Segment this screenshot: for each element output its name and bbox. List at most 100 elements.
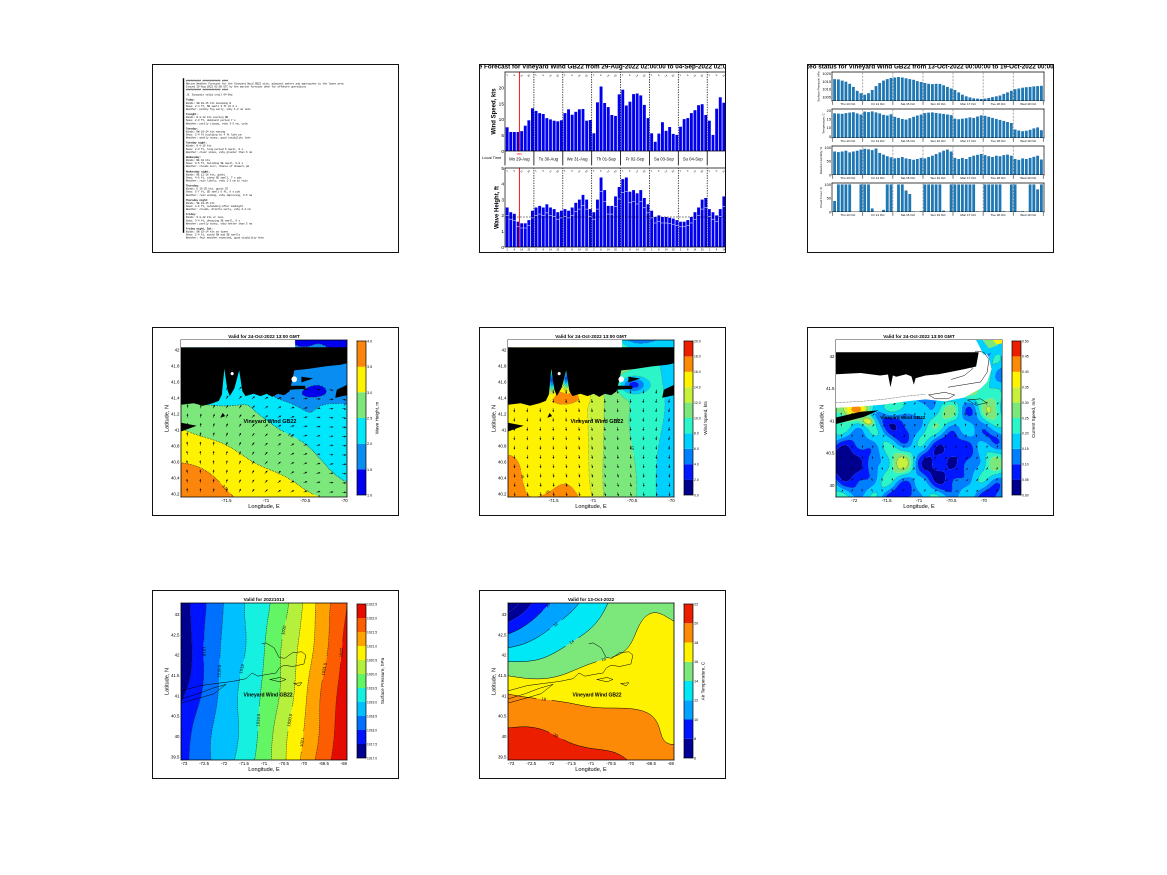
svg-text:-71.5: -71.5	[222, 498, 233, 503]
svg-text:10: 10	[827, 125, 832, 130]
svg-text:10.0: 10.0	[694, 416, 701, 420]
svg-text:Marine Weather Forecast for th: Marine Weather Forecast for the Vineyard…	[186, 83, 344, 86]
svg-text:Tu 30-Aug: Tu 30-Aug	[539, 156, 559, 161]
svg-text:50: 50	[827, 196, 832, 201]
svg-text:Weather: rain ending, vsby imp: Weather: rain ending, vsby improving, 3-…	[186, 194, 253, 197]
svg-text:Winds: SW 10-15 kts becoming: Winds: SW 10-15 kts becoming W	[186, 102, 232, 105]
svg-text:15: 15	[499, 101, 505, 107]
svg-text:41: 41	[502, 693, 507, 698]
svg-text:-70.5: -70.5	[606, 761, 617, 766]
svg-text:Wind Speed, kts: Wind Speed, kts	[492, 88, 498, 135]
svg-text:14: 14	[722, 74, 725, 78]
svg-text:Longitude, E: Longitude, E	[903, 504, 935, 510]
svg-text:18: 18	[541, 696, 547, 702]
svg-text:1017.0: 1017.0	[367, 756, 377, 760]
svg-text:2: 2	[679, 73, 682, 77]
svg-text:1019.0: 1019.0	[367, 700, 377, 704]
svg-text:Weather: fair weather expected: Weather: fair weather expected, good vis…	[186, 237, 265, 240]
svg-text:Surface Pressure, hPa: Surface Pressure, hPa	[817, 71, 821, 102]
svg-text:3: 3	[317, 493, 321, 499]
svg-text:8: 8	[513, 73, 516, 77]
svg-text:Weather: clouds incr, chance o: Weather: clouds incr, chance of showers …	[186, 165, 250, 168]
svg-text:Seas: 3-4 ft, decaying SE sw: Seas: 3-4 ft, decaying SE swell, 9 s	[186, 219, 241, 222]
svg-text:3.0: 3.0	[367, 391, 372, 395]
svg-text:40.2: 40.2	[498, 492, 507, 497]
svg-text:Wed 19 Oct: Wed 19 Oct	[1020, 139, 1036, 143]
svg-text:8: 8	[600, 169, 603, 173]
svg-text:Cloud Cover, %: Cloud Cover, %	[819, 187, 823, 208]
svg-text:2: 2	[592, 169, 595, 173]
svg-text:-70.5: -70.5	[300, 498, 311, 503]
svg-text:14: 14	[694, 679, 698, 683]
svg-text:We 31-Aug: We 31-Aug	[567, 156, 589, 161]
svg-text:14.0: 14.0	[694, 386, 701, 390]
svg-text:Temperature, C: Temperature, C	[821, 112, 825, 134]
svg-text:Su 04-Sep: Su 04-Sep	[683, 156, 703, 161]
svg-text:Thursday:: Thursday:	[186, 185, 200, 188]
svg-text:41.5: 41.5	[826, 386, 835, 391]
svg-text:0: 0	[501, 149, 504, 155]
svg-text:Friday night, Sat:: Friday night, Sat:	[186, 228, 213, 231]
svg-text:1.5: 1.5	[367, 468, 372, 472]
svg-text:0.20: 0.20	[1022, 432, 1029, 436]
svg-text:1019: 1019	[238, 663, 245, 674]
svg-text:4: 4	[501, 182, 504, 188]
svg-text:Thursday night:: Thursday night:	[186, 199, 209, 202]
svg-text:20: 20	[701, 248, 704, 251]
svg-text:Mon 17 Oct: Mon 17 Oct	[960, 176, 976, 180]
svg-text:-72.5: -72.5	[526, 761, 537, 766]
svg-text:-71: -71	[261, 761, 268, 766]
svg-text:41.4: 41.4	[498, 395, 507, 400]
svg-text:40: 40	[175, 734, 180, 739]
svg-text:41.5: 41.5	[498, 673, 507, 678]
svg-text:20: 20	[671, 169, 675, 173]
svg-text:Vineyard Wind GB22: Vineyard Wind GB22	[243, 419, 296, 425]
svg-text:Tue 18 Oct: Tue 18 Oct	[991, 139, 1006, 143]
svg-text:2: 2	[535, 248, 537, 251]
svg-text:Sat 15 Oct: Sat 15 Oct	[901, 213, 915, 217]
svg-text:2: 2	[679, 169, 682, 173]
svg-text:40.4: 40.4	[498, 475, 507, 480]
svg-text:-70: -70	[668, 498, 675, 503]
svg-text:Local Time: Local Time	[482, 155, 502, 160]
svg-text:2.5: 2.5	[367, 416, 372, 420]
svg-text:41.2: 41.2	[171, 411, 180, 416]
svg-text:-71.5: -71.5	[566, 761, 577, 766]
svg-text:Issued 29-Aug-2022 02:00 UTC: Issued 29-Aug-2022 02:00 UTC by the mari…	[186, 86, 307, 89]
svg-text:05h: 05h	[517, 152, 522, 156]
svg-text:Sat 15 Oct: Sat 15 Oct	[901, 176, 915, 180]
svg-text:Seas: 2-4 ft, mixed SW and S: Seas: 2-4 ft, mixed SW and SE swells	[186, 234, 241, 237]
svg-text:41.4: 41.4	[171, 395, 180, 400]
svg-text:2: 2	[680, 248, 682, 251]
svg-text:0.25: 0.25	[1022, 416, 1029, 420]
svg-text:Thu 13 Oct: Thu 13 Oct	[840, 139, 855, 143]
svg-text:Seas: 2-3 ft, long period S: Seas: 2-3 ft, long period S swell, 9 s	[186, 148, 244, 151]
svg-text:Wave Forecast for Vineyard Win: Wave Forecast for Vineyard Wind GB22 fro…	[480, 65, 725, 71]
svg-text:20: 20	[672, 248, 675, 251]
svg-text:8: 8	[542, 73, 545, 77]
svg-text:20: 20	[827, 108, 832, 113]
svg-text:Latitude, N: Latitude, N	[820, 405, 826, 432]
svg-text:40.6: 40.6	[498, 459, 507, 464]
svg-text:Latitude, N: Latitude, N	[165, 405, 171, 432]
svg-text:2: 2	[535, 169, 538, 173]
svg-text:6: 6	[694, 756, 696, 760]
svg-text:0.35: 0.35	[1022, 386, 1029, 390]
svg-text:8: 8	[687, 248, 689, 251]
svg-text:14: 14	[665, 248, 668, 251]
svg-text:8: 8	[658, 248, 660, 251]
svg-text:14: 14	[722, 248, 725, 251]
svg-text:Seas: 3-5 ft, building SE sw: Seas: 3-5 ft, building SE swell, 6-8 s	[186, 162, 244, 165]
svg-text:8: 8	[715, 169, 718, 173]
svg-text:0: 0	[829, 210, 832, 215]
svg-text:4.0: 4.0	[694, 463, 699, 467]
svg-text:Wed 19 Oct: Wed 19 Oct	[1020, 102, 1036, 106]
svg-text:8: 8	[571, 73, 574, 77]
svg-text:8: 8	[657, 169, 660, 173]
svg-text:Longitude, E: Longitude, E	[248, 767, 280, 773]
svg-text:2: 2	[650, 169, 653, 173]
svg-text:Vineyard Wind GB22: Vineyard Wind GB22	[243, 692, 292, 698]
svg-text:20: 20	[614, 74, 618, 78]
svg-text:Winds: S 8-12 kts or less: Winds: S 8-12 kts or less	[186, 216, 224, 219]
svg-text:1020: 1020	[822, 71, 831, 76]
